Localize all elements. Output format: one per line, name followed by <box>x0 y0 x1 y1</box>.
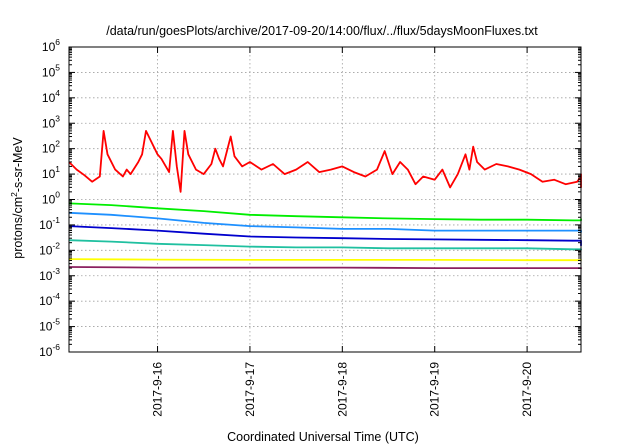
y-tick-exponent: 2 <box>55 139 60 149</box>
grid-lines <box>69 47 581 352</box>
y-tick-exponent: 1 <box>55 164 60 174</box>
series-line-5 <box>68 239 582 251</box>
x-tick-label: 2017-9-16 <box>151 362 165 417</box>
y-tick-mantissa: 10 <box>42 40 56 54</box>
y-tick-label: 10-2 <box>39 240 60 257</box>
x-tick-label: 2017-9-19 <box>428 362 442 417</box>
y-tick-exponent: 4 <box>55 88 60 98</box>
x-tick-label: 2017-9-17 <box>243 362 257 417</box>
plot-frame <box>68 46 582 353</box>
y-tick-mantissa: 10 <box>39 243 53 257</box>
y-tick-label: 10-5 <box>39 317 60 334</box>
y-tick-mantissa: 10 <box>42 193 56 207</box>
series-line-6 <box>68 258 582 262</box>
y-tick-label: 106 <box>42 37 60 54</box>
y-tick-mantissa: 10 <box>39 345 53 359</box>
y-tick-exponent: -5 <box>52 317 60 327</box>
y-tick-mantissa: 10 <box>42 91 56 105</box>
y-tick-label: 10-3 <box>39 266 60 283</box>
series-line-7 <box>68 266 582 269</box>
y-tick-label: 10-6 <box>39 342 60 359</box>
y-tick-exponent: -6 <box>52 342 60 352</box>
y-tick-label: 100 <box>42 190 60 207</box>
y-tick-label: 104 <box>42 88 60 105</box>
y-tick-label: 105 <box>42 62 60 79</box>
y-tick-label: 101 <box>42 164 60 181</box>
y-tick-mantissa: 10 <box>42 142 56 156</box>
x-tick-label: 2017-9-20 <box>520 362 534 417</box>
y-axis-label-sup: 2 <box>9 192 19 197</box>
y-tick-mantissa: 10 <box>42 116 56 130</box>
y-tick-mantissa: 10 <box>39 320 53 334</box>
series-line-3 <box>68 211 582 233</box>
y-tick-label: 103 <box>42 113 60 130</box>
y-axis-label: protons/cm2-s-sr-MeV <box>9 137 25 259</box>
y-tick-exponent: -1 <box>52 215 60 225</box>
y-tick-exponent: 0 <box>55 190 60 200</box>
y-tick-mantissa: 10 <box>39 218 53 232</box>
y-tick-label: 102 <box>42 139 60 156</box>
y-tick-exponent: -2 <box>52 240 60 250</box>
y-tick-exponent: -3 <box>52 266 60 276</box>
x-tick-label: 2017-9-18 <box>335 362 349 417</box>
y-tick-exponent: 5 <box>55 62 60 72</box>
y-tick-label: 10-4 <box>39 291 60 308</box>
y-axis-label-post: -s-sr-MeV <box>11 137 25 193</box>
y-tick-exponent: -4 <box>52 291 60 301</box>
y-tick-mantissa: 10 <box>39 269 53 283</box>
y-tick-mantissa: 10 <box>42 65 56 79</box>
y-tick-label: 10-1 <box>39 215 60 232</box>
y-tick-labels: 10-610-510-410-310-210-11001011021031041… <box>39 37 60 359</box>
y-tick-mantissa: 10 <box>39 294 53 308</box>
y-axis-label-pre: protons/cm <box>11 197 25 259</box>
x-axis-label: Coordinated Universal Time (UTC) <box>227 430 419 444</box>
series-line-1 <box>68 130 582 193</box>
y-tick-exponent: 6 <box>55 37 60 47</box>
y-tick-mantissa: 10 <box>42 167 56 181</box>
x-tick-labels: 2017-9-16 2017-9-17 2017-9-18 2017-9-19 2017… <box>151 362 535 417</box>
y-tick-exponent: 3 <box>55 113 60 123</box>
chart-title: /data/run/goesPlots/archive/2017-09-20/1… <box>106 24 538 38</box>
